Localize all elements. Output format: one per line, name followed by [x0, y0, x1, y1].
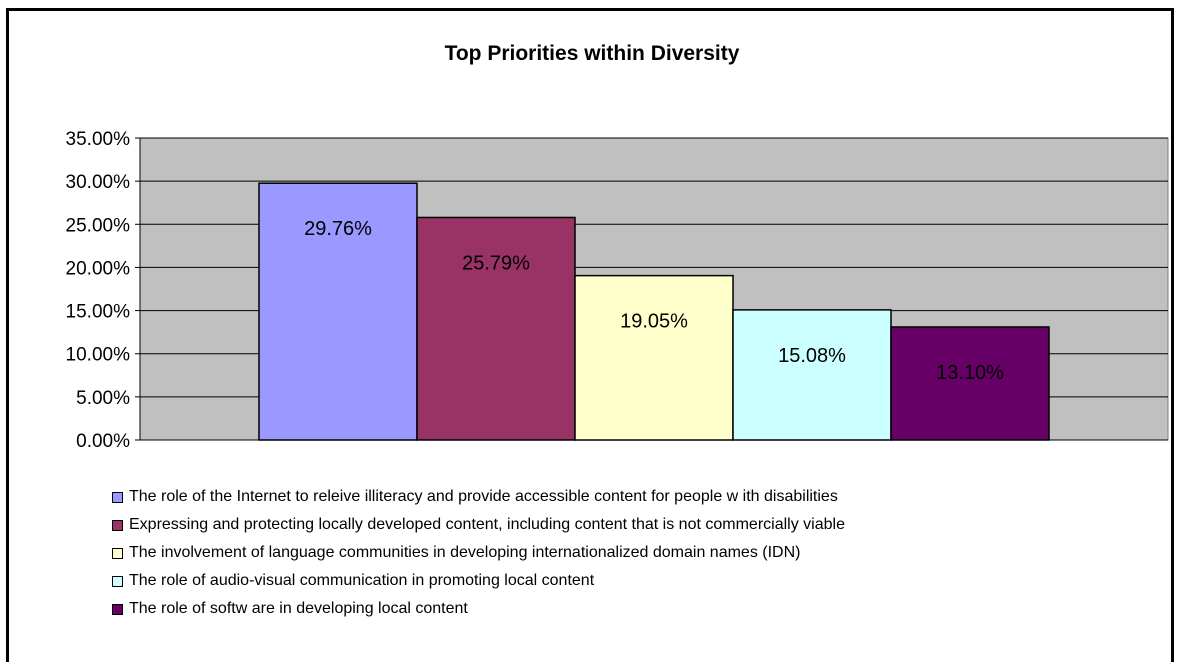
- legend-label: The involvement of language communities …: [129, 544, 801, 561]
- legend-label: Expressing and protecting locally develo…: [129, 516, 845, 533]
- y-tick-label: 30.00%: [66, 172, 131, 193]
- legend-item: Expressing and protecting locally develo…: [112, 514, 845, 536]
- bar: [574, 274, 734, 441]
- legend-item: The role of audio-visual communication i…: [112, 570, 845, 592]
- y-tick-label: 10.00%: [66, 345, 131, 366]
- data-label: 13.10%: [936, 362, 1004, 384]
- legend-swatch: [112, 547, 123, 559]
- legend-label: The role of audio-visual communication i…: [129, 572, 595, 589]
- y-tick-label: 5.00%: [76, 388, 130, 409]
- legend-item: The role of the Internet to releive illi…: [112, 486, 845, 508]
- chart-title: Top Priorities within Diversity: [444, 42, 740, 65]
- data-label: 25.79%: [462, 252, 530, 274]
- data-label: 29.76%: [304, 218, 372, 240]
- y-tick-label: 20.00%: [66, 258, 131, 279]
- chart-legend: The role of the Internet to releive illi…: [112, 486, 845, 626]
- legend-swatch: [112, 491, 123, 503]
- y-tick-label: 35.00%: [66, 129, 131, 150]
- y-tick-label: 15.00%: [66, 302, 131, 323]
- legend-swatch: [112, 603, 123, 615]
- data-label: 19.05%: [620, 311, 688, 333]
- bar: [890, 326, 1050, 441]
- legend-swatch: [112, 519, 123, 531]
- bar: [416, 216, 576, 441]
- legend-label: The role of softw are in developing loca…: [129, 600, 468, 617]
- bar: [258, 182, 418, 441]
- data-label: 15.08%: [778, 345, 846, 367]
- y-tick-label: 25.00%: [66, 215, 131, 236]
- legend-label: The role of the Internet to releive illi…: [129, 488, 838, 505]
- legend-item: The involvement of language communities …: [112, 542, 845, 564]
- legend-swatch: [112, 575, 123, 587]
- y-tick-label: 0.00%: [76, 431, 130, 452]
- bar: [732, 309, 892, 441]
- legend-item: The role of softw are in developing loca…: [112, 598, 845, 620]
